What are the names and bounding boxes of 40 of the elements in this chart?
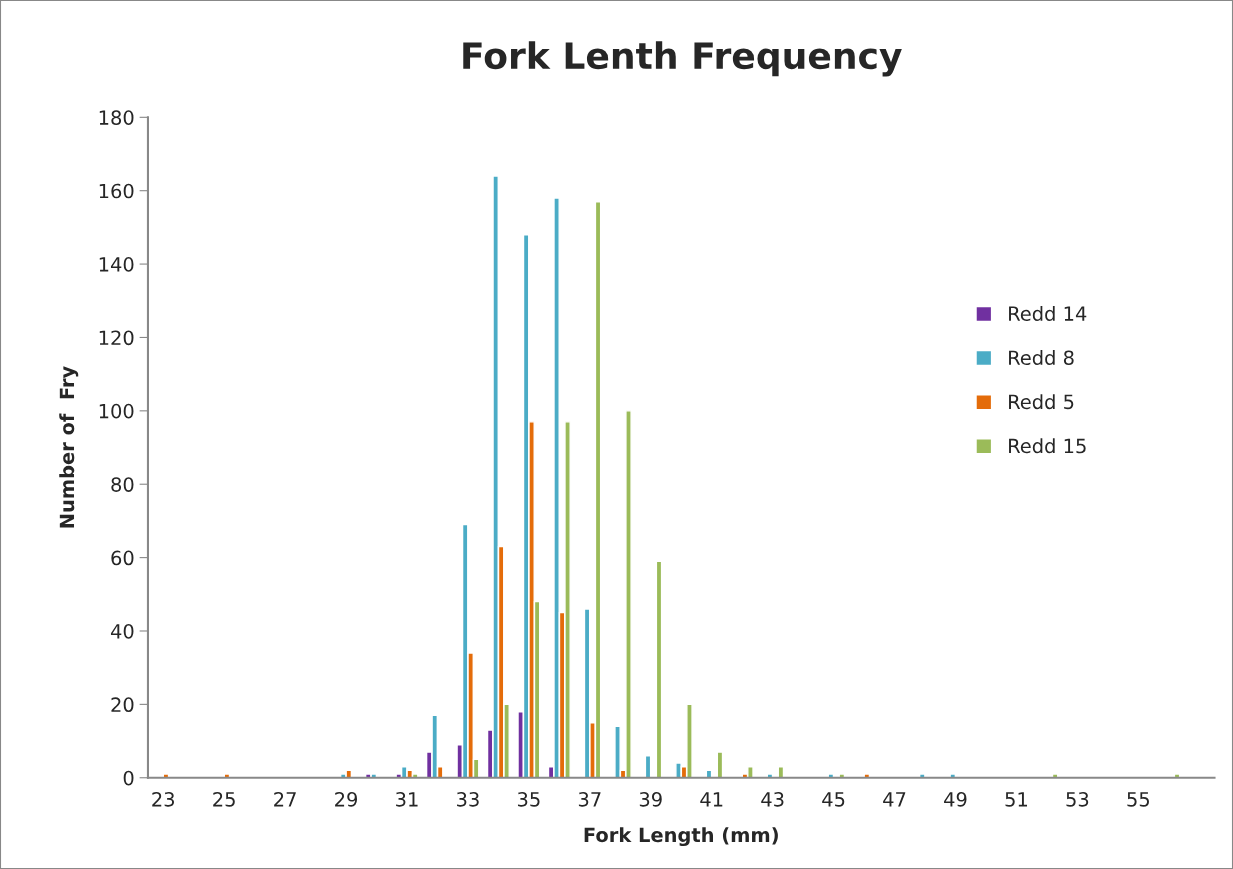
bar bbox=[675, 762, 682, 778]
x-tick-label: 47 bbox=[883, 792, 906, 807]
y-axis-title: Number of Fry bbox=[59, 366, 79, 528]
y-tick-label: 80 bbox=[111, 477, 134, 492]
bar bbox=[716, 751, 724, 778]
y-tick-label: 0 bbox=[123, 770, 134, 786]
x-tick-label: 45 bbox=[822, 792, 845, 807]
x-axis-title: Fork Length (mm) bbox=[584, 827, 778, 847]
x-tick-label: 27 bbox=[274, 791, 296, 807]
x-tick-label: 29 bbox=[335, 791, 358, 807]
y-tick-label: 160 bbox=[99, 183, 134, 199]
legend-label: Redd 15 bbox=[1009, 438, 1086, 454]
x-tick-label: 37 bbox=[578, 791, 601, 807]
y-tick-label: 20 bbox=[111, 697, 134, 713]
legend-label: Redd 14 bbox=[1009, 305, 1087, 321]
x-tick-label: 51 bbox=[1005, 792, 1028, 807]
y-tick-label: 140 bbox=[99, 257, 134, 272]
y-tick-label: 60 bbox=[111, 550, 134, 566]
x-tick-label: 39 bbox=[639, 791, 662, 807]
x-tick-label: 25 bbox=[213, 791, 235, 807]
x-tick-label: 53 bbox=[1066, 791, 1089, 807]
x-tick-label: 33 bbox=[457, 791, 479, 807]
chart-title: Fork Lenth Frequency bbox=[463, 41, 902, 77]
x-tick-label: 41 bbox=[700, 792, 723, 807]
y-tick-label: 180 bbox=[99, 110, 134, 125]
x-tick-label: 31 bbox=[396, 791, 418, 807]
bar bbox=[614, 725, 621, 778]
x-tick-label: 35 bbox=[517, 791, 540, 807]
y-tick-label: 100 bbox=[99, 403, 134, 419]
bar bbox=[949, 773, 957, 778]
x-tick-label: 43 bbox=[761, 791, 784, 807]
bar bbox=[655, 560, 663, 778]
x-tick-label: 49 bbox=[944, 791, 967, 807]
x-tick-label: 23 bbox=[152, 791, 175, 807]
legend-label: Redd 5 bbox=[1009, 394, 1074, 410]
legend-label: Redd 8 bbox=[1009, 350, 1074, 366]
y-tick-label: 120 bbox=[99, 330, 134, 346]
x-tick-label: 55 bbox=[1127, 792, 1149, 807]
y-tick-label: 40 bbox=[110, 623, 134, 639]
bar bbox=[918, 773, 926, 778]
